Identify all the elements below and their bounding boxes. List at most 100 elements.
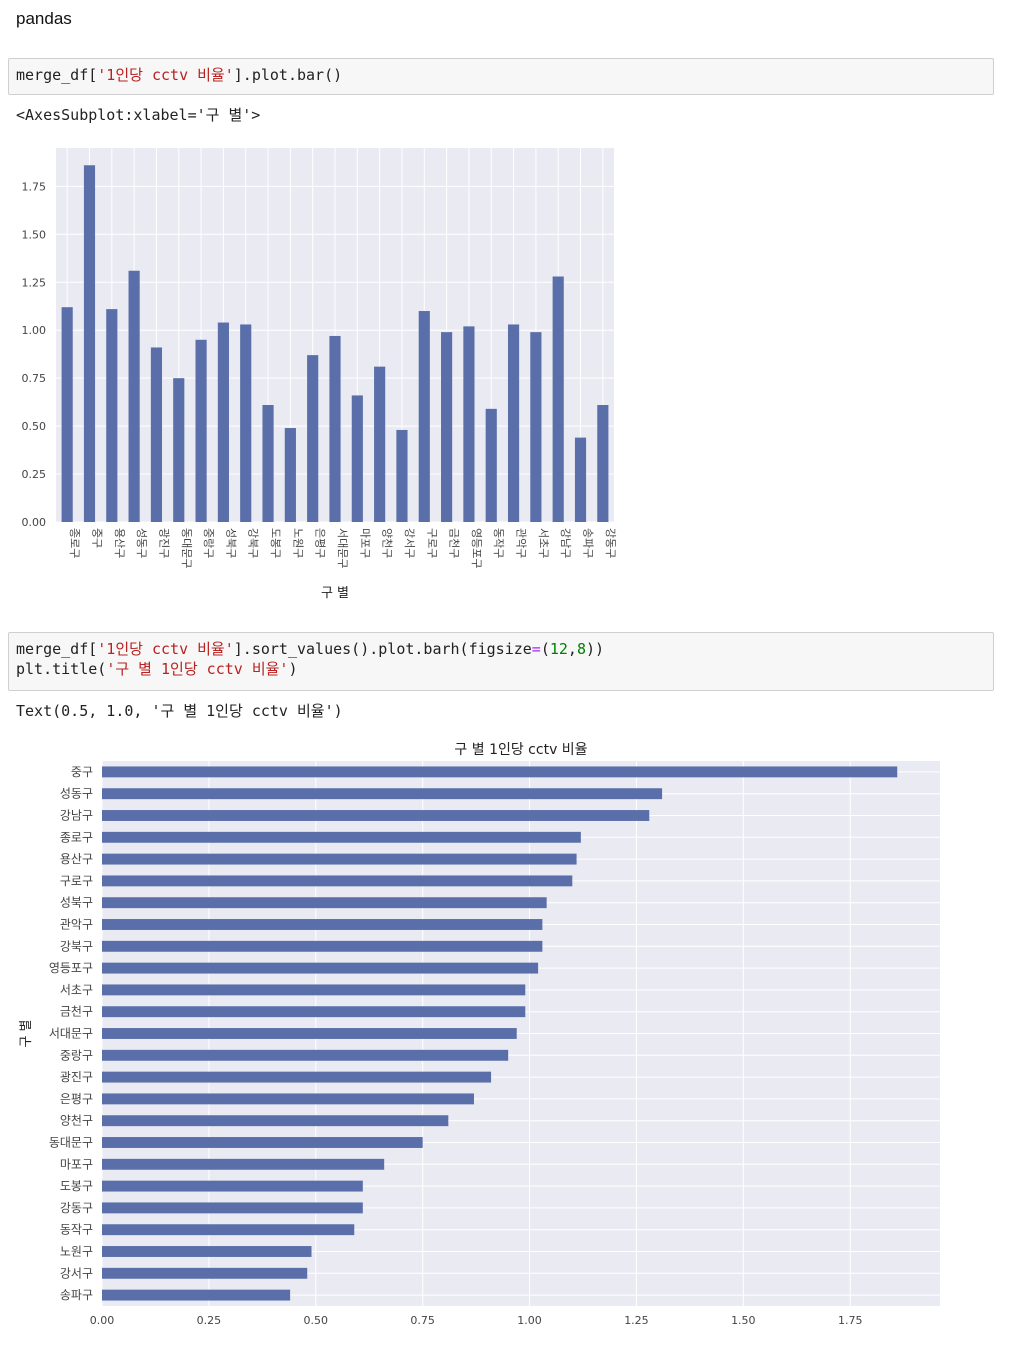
x-tick-label: 구로구	[425, 528, 438, 558]
x-tick-label: 동작구	[492, 528, 505, 558]
x-tick-label: 1.50	[731, 1314, 756, 1327]
y-tick-label: 도봉구	[60, 1179, 93, 1193]
y-tick-label: 금천구	[60, 1004, 93, 1019]
vertical-bar-chart: 0.00 0.25 0.50 0.75 1.00 1.25 1.50 1.75 종로구 중구 용산구…	[22, 148, 617, 601]
bar	[463, 326, 475, 522]
bar	[102, 984, 526, 996]
y-tick-label: 중랑구	[60, 1048, 93, 1062]
cell-output-text: <AxesSubplot:xlabel='구 별'>	[16, 106, 261, 124]
x-tick-label: 노원구	[291, 528, 304, 558]
bar	[396, 429, 408, 522]
y-tick-label: 마포구	[60, 1157, 93, 1171]
bar	[102, 1049, 509, 1061]
y-tick-label: 0.75	[22, 372, 47, 385]
y-tick-label: 강서구	[60, 1266, 93, 1280]
bar	[574, 437, 587, 522]
y-axis-label: 구 별	[19, 1019, 34, 1047]
bar	[102, 919, 543, 930]
code-token: ))	[585, 640, 605, 658]
bar	[374, 366, 386, 522]
x-tick-label: 마포구	[358, 528, 371, 558]
x-tick-label: 은평구	[314, 528, 327, 558]
bar	[102, 1137, 423, 1148]
bar	[173, 378, 185, 522]
bar	[102, 1202, 363, 1214]
x-tick-label: 강북구	[247, 528, 260, 558]
code-token: ,	[567, 640, 577, 658]
bar	[102, 962, 539, 974]
code-number: 8	[576, 640, 586, 658]
bar	[150, 347, 163, 522]
x-tick-label: 0.75	[410, 1314, 435, 1327]
bar	[552, 276, 564, 522]
x-tick-label: 광진구	[157, 528, 170, 558]
y-tick-label: 0.50	[22, 420, 47, 433]
y-tick-label: 중구	[71, 765, 93, 779]
bar	[102, 875, 573, 887]
bar	[102, 897, 547, 909]
bar	[102, 853, 577, 865]
code-cell-barh-plot[interactable]: merge_df['1인당 cctv 비율'].sort_values().pl…	[8, 632, 994, 691]
bar	[597, 405, 609, 522]
bar	[441, 332, 453, 522]
bar	[102, 1071, 492, 1083]
bar	[217, 322, 229, 522]
x-tick-label: 성북구	[224, 528, 237, 558]
x-tick-label: 강남구	[559, 528, 572, 558]
code-number: 12	[549, 640, 568, 658]
code-string: '1인당 cctv 비율'	[97, 66, 234, 84]
bar	[262, 405, 274, 522]
bar	[102, 1289, 291, 1301]
y-tick-label: 관악구	[60, 918, 93, 932]
x-tick-label: 도봉구	[269, 528, 282, 558]
y-tick-label: 은평구	[60, 1092, 93, 1106]
x-tick-label: 0.25	[197, 1314, 222, 1327]
code-token: (	[540, 640, 550, 658]
bar	[351, 395, 363, 522]
bar	[106, 309, 118, 522]
x-tick-label: 0.00	[90, 1314, 115, 1327]
bar	[102, 788, 663, 800]
code-token: plt.title(	[16, 660, 107, 678]
y-tick-label: 종로구	[60, 830, 93, 844]
x-tick-label: 서대문구	[336, 528, 349, 568]
x-tick-label: 성동구	[135, 528, 148, 558]
code-token: ].sort_values().plot.barh(figsize	[233, 640, 532, 658]
x-tick-label: 강동구	[604, 528, 617, 558]
x-tick-label: 동대문구	[180, 528, 193, 568]
bar	[102, 1115, 449, 1127]
y-tick-label: 1.50	[22, 228, 47, 241]
code-cell-bar-plot[interactable]: merge_df['1인당 cctv 비율'].plot.bar()	[8, 58, 994, 95]
y-tick-label: 강남구	[60, 809, 93, 823]
bar	[195, 339, 207, 522]
code-operator: =	[531, 640, 541, 658]
code-string: '1인당 cctv 비율'	[97, 640, 234, 658]
y-tick-label: 서초구	[60, 983, 93, 997]
bar	[61, 307, 73, 522]
x-tick-label: 금천구	[448, 528, 462, 558]
y-tick-label: 성동구	[60, 787, 93, 801]
bar	[240, 324, 252, 522]
bar	[284, 428, 296, 522]
y-tick-label: 강북구	[60, 939, 93, 953]
bar	[329, 335, 341, 522]
x-tick-label: 1.75	[838, 1314, 863, 1327]
y-tick-label: 1.25	[22, 276, 47, 289]
cell-output-text: Text(0.5, 1.0, '구 별 1인당 cctv 비율')	[16, 702, 343, 720]
y-tick-label: 노원구	[60, 1245, 93, 1259]
bar	[530, 332, 542, 522]
x-tick-label: 1.00	[517, 1314, 542, 1327]
y-tick-label: 강동구	[60, 1201, 93, 1215]
y-tick-label: 영등포구	[49, 961, 93, 975]
y-tick-label: 용산구	[60, 852, 93, 866]
bar	[83, 165, 96, 522]
x-tick-label: 종로구	[68, 528, 81, 558]
bar	[102, 940, 543, 952]
y-tick-label: 성북구	[60, 896, 93, 910]
y-tick-label: 광진구	[60, 1070, 93, 1084]
section-heading: pandas	[16, 9, 72, 28]
bar	[507, 324, 520, 522]
bar	[102, 1246, 312, 1257]
x-tick-label: 강서구	[403, 528, 416, 558]
x-tick-label: 관악구	[515, 528, 528, 558]
